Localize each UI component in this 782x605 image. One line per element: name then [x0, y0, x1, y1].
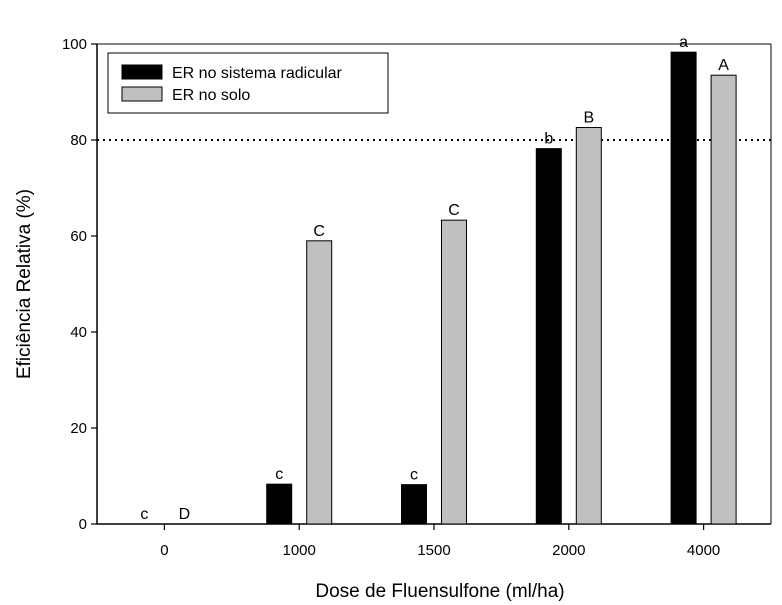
- x-tick-label: 1000: [283, 542, 316, 559]
- x-tick-label: 4000: [687, 542, 720, 559]
- x-tick-label: 2000: [552, 542, 585, 559]
- bar-root-4000: [670, 51, 697, 525]
- significance-letter: C: [313, 223, 325, 240]
- legend-box: [107, 52, 389, 114]
- significance-letter: a: [679, 34, 688, 51]
- bar-soil-2000: [575, 127, 602, 525]
- bar-soil-1500: [441, 219, 467, 525]
- legend-label: ER no sistema radicular: [172, 65, 343, 82]
- legend: ER no sistema radicular ER no solo: [107, 52, 389, 114]
- bar-soil-4000: [710, 74, 737, 525]
- y-tick-label: 100: [62, 36, 87, 53]
- x-axis-title: Dose de Fluensulfone (ml/ha): [315, 581, 564, 602]
- significance-letter: A: [718, 57, 729, 74]
- significance-letter: B: [583, 110, 594, 127]
- bar-root-1500: [401, 484, 427, 525]
- y-tick-label: 0: [79, 516, 87, 533]
- significance-letter: c: [275, 466, 283, 483]
- y-tick-label: 80: [70, 132, 87, 149]
- y-tick-label: 20: [70, 420, 87, 437]
- legend-swatch: [121, 86, 163, 102]
- bars: [266, 51, 737, 525]
- significance-letter: D: [179, 506, 191, 523]
- significance-letter: c: [410, 467, 418, 484]
- significance-letter: b: [544, 131, 553, 148]
- x-tick-label: 0: [160, 542, 168, 559]
- y-tick-label: 40: [70, 324, 87, 341]
- legend-label: ER no solo: [172, 87, 250, 104]
- y-axis-title: Eficiência Relativa (%): [14, 189, 35, 379]
- legend-swatch: [121, 64, 163, 80]
- bar-soil-1000: [306, 240, 333, 525]
- significance-letter: c: [140, 506, 148, 523]
- bar-root-1000: [266, 483, 293, 525]
- significance-letter: C: [448, 202, 460, 219]
- bar-root-2000: [535, 148, 562, 525]
- y-tick-label: 60: [70, 228, 87, 245]
- significance-letters: c c c b a D C C B A: [140, 34, 729, 523]
- x-tick-label: 1500: [417, 542, 450, 559]
